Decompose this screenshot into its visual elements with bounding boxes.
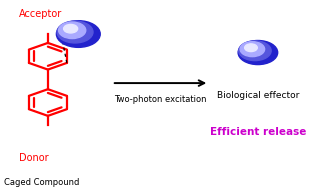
Circle shape xyxy=(238,40,278,65)
Circle shape xyxy=(64,24,78,33)
Circle shape xyxy=(239,41,271,61)
Text: Caged Compound: Caged Compound xyxy=(4,177,79,187)
Text: Donor: Donor xyxy=(19,153,49,163)
Circle shape xyxy=(57,21,93,43)
Circle shape xyxy=(240,42,264,57)
Text: Efficient release: Efficient release xyxy=(210,127,306,137)
Text: Acceptor: Acceptor xyxy=(19,9,62,19)
Circle shape xyxy=(245,44,257,52)
Circle shape xyxy=(58,22,86,39)
Text: Biological effector: Biological effector xyxy=(217,91,299,100)
Circle shape xyxy=(56,21,100,47)
Text: Two-photon excitation: Two-photon excitation xyxy=(114,95,207,104)
